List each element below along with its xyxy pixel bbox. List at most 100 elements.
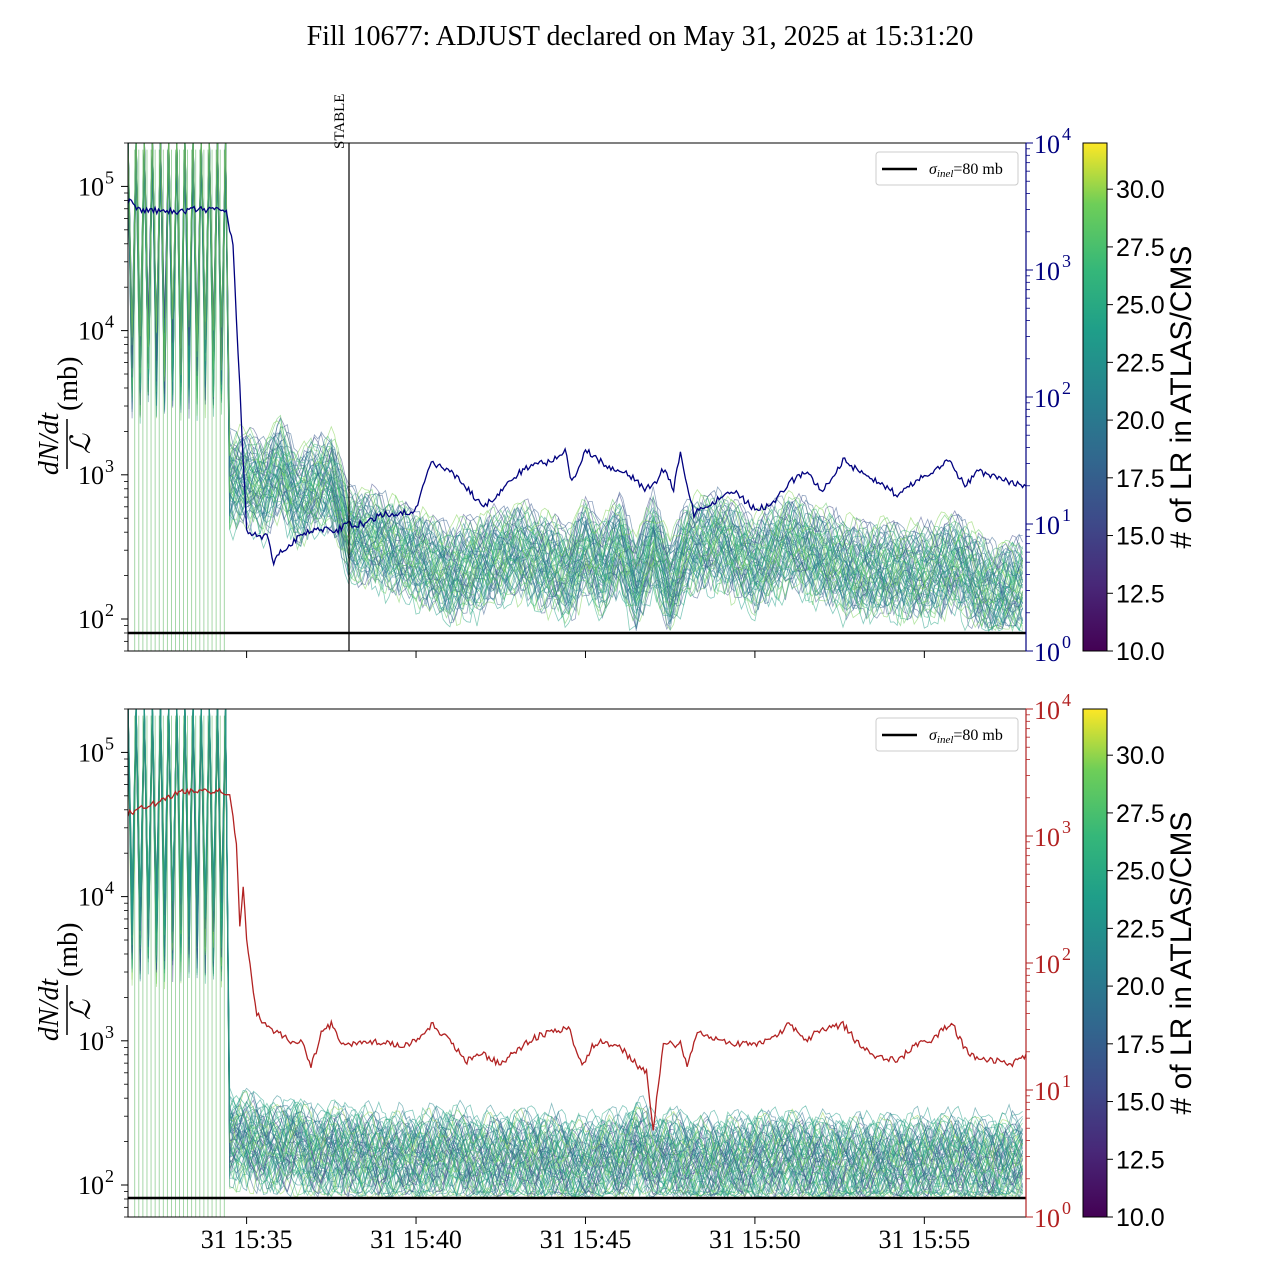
ratio-line [128, 709, 1023, 1167]
bottom-legend: σinel=80 mb [875, 717, 1019, 752]
top-colorbar: 10.0 12.5 15.0 17.5 20.0 22.5 25.0 27.5 30.0 # o… [1082, 142, 1198, 666]
figure-title: Fill 10677: ADJUST declared on May 31, 2… [307, 21, 974, 52]
x-tick-label: 31 15:50 [709, 1225, 801, 1254]
ratio-line [128, 709, 1023, 1165]
right-tick-label: 10 [1034, 384, 1060, 413]
right-tick-label: 10 [1034, 1204, 1060, 1233]
right-tick-exponent: 1 [1062, 505, 1071, 525]
ratio-line [128, 143, 1023, 575]
top-x-axis [246, 651, 925, 658]
ratio-line [128, 709, 1023, 1159]
left-tick-exponent: 2 [105, 600, 114, 620]
colorbar-tick-label: 22.5 [1116, 349, 1165, 377]
ratio-line [128, 709, 1023, 1150]
top-colorbar-ticks: 10.0 12.5 15.0 17.5 20.0 22.5 25.0 27.5 30.0 [1107, 176, 1165, 666]
right-tick-label: 10 [1034, 130, 1060, 159]
ratio-line [128, 709, 1023, 1165]
colorbar-tick-label: 30.0 [1116, 176, 1165, 204]
ratio-line [128, 143, 1023, 574]
top-ylabel-numerator: dN/dt [34, 412, 65, 475]
bottom-ylabel-numerator: dN/dt [34, 978, 65, 1041]
ratio-line [128, 143, 1023, 587]
colorbar-tick-label: 30.0 [1116, 742, 1165, 770]
right-tick-exponent: 2 [1062, 944, 1071, 964]
left-tick-exponent: 4 [105, 312, 114, 332]
colorbar-tick-label: 15.0 [1116, 1089, 1165, 1117]
ratio-line [128, 709, 1023, 1167]
ratio-line [128, 143, 1023, 587]
ratio-line [128, 143, 1023, 571]
colorbar-tick-label: 20.0 [1116, 407, 1165, 435]
ratio-line [128, 709, 1023, 1175]
right-tick-label: 10 [1034, 950, 1060, 979]
colorbar-tick-label: 27.5 [1116, 800, 1165, 828]
colorbar-tick-label: 17.5 [1116, 465, 1165, 493]
ratio-line [128, 709, 1023, 1164]
left-tick-exponent: 4 [105, 878, 114, 898]
ratio-line [128, 709, 1023, 1175]
ratio-line [128, 709, 1023, 1170]
left-tick-exponent: 3 [105, 1022, 114, 1042]
right-tick-exponent: 0 [1062, 1198, 1071, 1218]
bottom-ylabel-denominator: ℒ [66, 999, 97, 1020]
right-tick-label: 10 [1034, 257, 1060, 286]
ratio-line [128, 155, 1023, 628]
right-tick-label: 10 [1034, 1077, 1060, 1106]
ratio-line [128, 709, 1023, 1155]
ratio-line [128, 709, 1023, 1163]
top-legend: σinel=80 mb [875, 151, 1019, 186]
right-tick-exponent: 4 [1062, 690, 1071, 710]
top-colorbar-label: # of LR in ATLAS/CMS [1165, 246, 1198, 549]
x-tick-label: 31 15:45 [540, 1225, 632, 1254]
colorbar-tick-label: 17.5 [1116, 1031, 1165, 1059]
left-tick-label: 10 [78, 172, 104, 201]
ratio-line [128, 143, 1023, 571]
colorbar-tick-label: 10.0 [1116, 1204, 1165, 1232]
right-axis-line [128, 198, 1026, 567]
ratio-line [128, 143, 1023, 604]
top-ylabel-unit: (mb) [53, 357, 84, 411]
ratio-line [128, 713, 1023, 1198]
colorbar-tick-label: 20.0 [1116, 973, 1165, 1001]
x-tick-label: 31 15:40 [370, 1225, 462, 1254]
ratio-line [128, 143, 1023, 596]
right-tick-exponent: 3 [1062, 817, 1071, 837]
ratio-line [128, 709, 1023, 1179]
ratio-line [128, 709, 1023, 1168]
bottom-colorbar: 10.0 12.5 15.0 17.5 20.0 22.5 25.0 27.5 30.0 # o… [1082, 708, 1198, 1232]
ratio-line [128, 709, 1023, 1165]
ratio-line [128, 151, 1023, 626]
top-ylabel-denominator: ℒ [66, 433, 97, 454]
bottom-colorbar-ticks: 10.0 12.5 15.0 17.5 20.0 22.5 25.0 27.5 30.0 [1107, 742, 1165, 1232]
left-tick-label: 10 [78, 883, 104, 912]
ratio-line [128, 709, 1023, 1156]
right-tick-exponent: 2 [1062, 378, 1071, 398]
right-tick-label: 10 [1034, 823, 1060, 852]
stable-marker-label: STABLE [332, 94, 348, 149]
left-tick-label: 10 [78, 738, 104, 767]
top-colorbar-gradient [1082, 142, 1108, 652]
left-tick-exponent: 3 [105, 456, 114, 476]
ratio-line [128, 709, 1023, 1179]
left-tick-label: 10 [78, 605, 104, 634]
bottom-y-axis-label: dN/dt ℒ (mb) [34, 923, 97, 1042]
colorbar-tick-label: 25.0 [1116, 292, 1165, 320]
ratio-line [128, 143, 1023, 604]
colorbar-tick-label: 15.0 [1116, 523, 1165, 551]
top-ratio-band [128, 143, 1023, 651]
right-tick-label: 10 [1034, 696, 1060, 725]
top-legend-label: σinel=80 mb [929, 161, 1003, 180]
ratio-line [128, 709, 1023, 1188]
ratio-line [128, 709, 1023, 1161]
bottom-colorbar-label: # of LR in ATLAS/CMS [1165, 812, 1198, 1115]
bottom-legend-box [875, 717, 1019, 752]
left-tick-exponent: 2 [105, 1166, 114, 1186]
top-y-axis-label: dN/dt ℒ (mb) [34, 357, 97, 476]
